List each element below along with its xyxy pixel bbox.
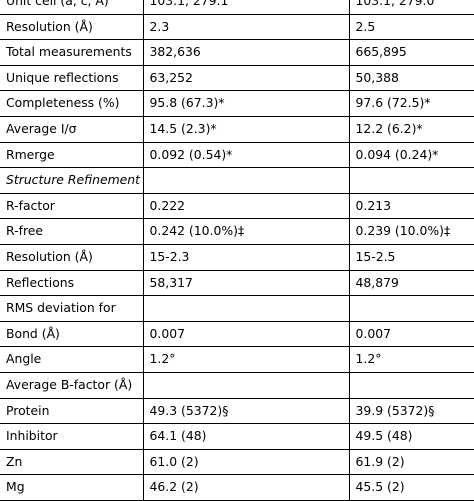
value-col-1: 0.007: [142, 320, 349, 347]
row-label: RMS deviation for: [0, 295, 143, 322]
value-col-2: 0.094 (0.24)*: [348, 141, 474, 168]
value-col-1: 0.222: [142, 192, 349, 219]
value-col-2: 2.5: [348, 13, 474, 40]
value-col-2: 50,388: [348, 64, 474, 91]
table-row: R-free 0.242 (10.0%)‡ 0.239 (10.0%)‡: [0, 218, 474, 245]
row-label: Mg: [0, 474, 143, 501]
value-col-1: 64.1 (48): [142, 423, 349, 450]
value-col-1: 0.242 (10.0%)‡: [142, 218, 349, 245]
table-row: Bond (Å) 0.007 0.007: [0, 320, 474, 347]
value-col-1: 382,636: [142, 39, 349, 66]
row-label: Protein: [0, 397, 143, 424]
table-row: Resolution (Å) 2.3 2.5: [0, 13, 474, 40]
value-col-1: 15-2.3: [142, 243, 349, 271]
row-label: R-factor: [0, 192, 143, 219]
value-col-2: 12.2 (6.2)*: [348, 115, 474, 143]
value-col-2: 0.213: [348, 192, 474, 219]
row-label: Angle: [0, 346, 143, 373]
value-col-1: [142, 295, 349, 322]
row-label: Resolution (Å): [0, 13, 143, 40]
table-row: RMS deviation for: [0, 295, 474, 322]
value-col-1: 63,252: [142, 64, 349, 91]
row-label: Bond (Å): [0, 320, 143, 347]
table-row: R-factor 0.222 0.213: [0, 192, 474, 219]
row-label: Rmerge: [0, 141, 143, 168]
value-col-1: 61.0 (2): [142, 448, 349, 475]
section-title: Structure Refinement: [0, 167, 143, 194]
row-label: R-free: [0, 218, 143, 245]
value-col-1: 0.092 (0.54)*: [142, 141, 349, 168]
value-col-1: 49.3 (5372)§: [142, 397, 349, 424]
row-label: Inhibitor: [0, 423, 143, 450]
row-label: Completeness (%): [0, 90, 143, 117]
value-col-2: 49.5 (48): [348, 423, 474, 450]
value-col-1: 58,317: [142, 269, 349, 296]
table-row: Angle 1.2° 1.2°: [0, 346, 474, 373]
value-col-2: 665,895: [348, 39, 474, 66]
value-col-2: 48,879: [348, 269, 474, 296]
section-header-row: Structure Refinement: [0, 167, 474, 194]
table-row: Resolution (Å) 15-2.3 15-2.5: [0, 243, 474, 271]
value-col-2: [348, 371, 474, 398]
value-col-2: 0.007: [348, 320, 474, 347]
value-col-2: [348, 295, 474, 322]
table-row: Rmerge 0.092 (0.54)* 0.094 (0.24)*: [0, 141, 474, 168]
table-row: Inhibitor 64.1 (48) 49.5 (48): [0, 423, 474, 450]
value-col-1: [142, 371, 349, 398]
value-col-1: 95.8 (67.3)*: [142, 90, 349, 117]
value-col-2: 15-2.5: [348, 243, 474, 271]
value-col-1: [142, 167, 349, 194]
value-col-1: 103.1, 279.1: [142, 0, 349, 15]
value-col-2: 103.1, 279.0: [348, 0, 474, 15]
table-row: Average I/σ 14.5 (2.3)* 12.2 (6.2)*: [0, 115, 474, 143]
row-label: Unique reflections: [0, 64, 143, 91]
value-col-2: 0.239 (10.0%)‡: [348, 218, 474, 245]
value-col-1: 2.3: [142, 13, 349, 40]
row-label: Resolution (Å): [0, 243, 143, 271]
value-col-1: 1.2°: [142, 346, 349, 373]
value-col-2: 39.9 (5372)§: [348, 397, 474, 424]
value-col-2: 1.2°: [348, 346, 474, 373]
table-row: Average B-factor (Å): [0, 371, 474, 398]
value-col-2: 45.5 (2): [348, 474, 474, 501]
value-col-1: 46.2 (2): [142, 474, 349, 501]
table-row: Total measurements 382,636 665,895: [0, 39, 474, 66]
table-row: Zn 61.0 (2) 61.9 (2): [0, 448, 474, 475]
table-row: Unique reflections 63,252 50,388: [0, 64, 474, 91]
row-label: Average B-factor (Å): [0, 371, 143, 398]
value-col-2: [348, 167, 474, 194]
row-label: Unit cell (a, c, Å): [0, 0, 143, 15]
table-row: Reflections 58,317 48,879: [0, 269, 474, 296]
row-label: Reflections: [0, 269, 143, 296]
table-row: Mg 46.2 (2) 45.5 (2): [0, 474, 474, 501]
value-col-1: 14.5 (2.3)*: [142, 115, 349, 143]
row-label: Total measurements: [0, 39, 143, 66]
value-col-2: 97.6 (72.5)*: [348, 90, 474, 117]
row-label: Average I/σ: [0, 115, 143, 143]
row-label: Zn: [0, 448, 143, 475]
table-row: Protein 49.3 (5372)§ 39.9 (5372)§: [0, 397, 474, 424]
table-row: Unit cell (a, c, Å) 103.1, 279.1 103.1, …: [0, 0, 474, 15]
table-row: Completeness (%) 95.8 (67.3)* 97.6 (72.5…: [0, 90, 474, 117]
value-col-2: 61.9 (2): [348, 448, 474, 475]
